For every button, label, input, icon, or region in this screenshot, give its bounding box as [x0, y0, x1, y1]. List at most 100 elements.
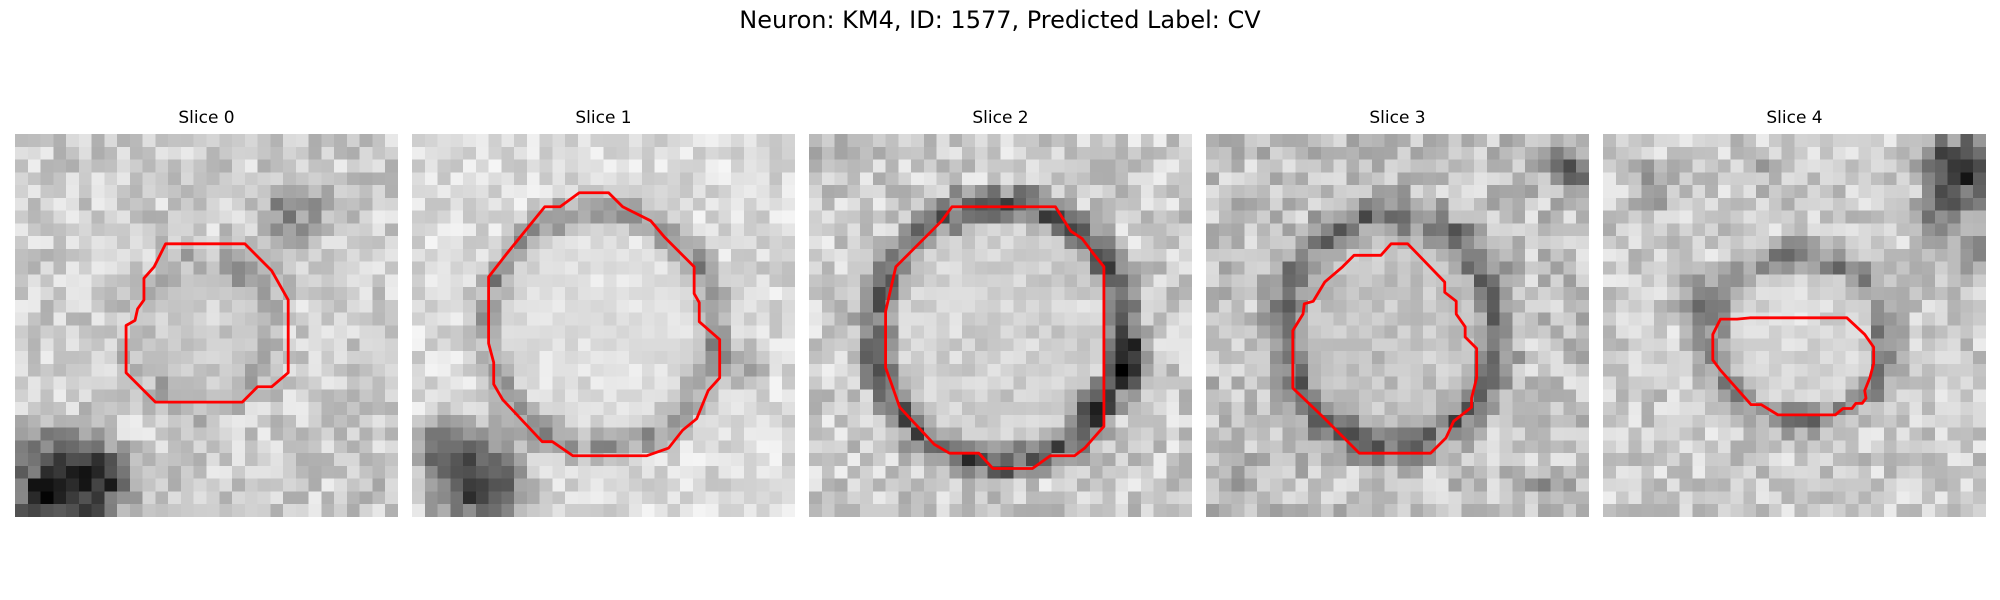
- pixel: [1308, 351, 1321, 364]
- pixel: [1731, 172, 1744, 185]
- pixel: [1013, 211, 1026, 224]
- pixel: [1001, 274, 1014, 287]
- pixel: [1372, 338, 1385, 351]
- pixel: [1935, 428, 1948, 441]
- pixel: [769, 466, 782, 479]
- pixel: [450, 351, 463, 364]
- pixel: [66, 389, 79, 402]
- pixel: [1973, 287, 1986, 300]
- pixel: [1629, 185, 1642, 198]
- pixel: [731, 185, 744, 198]
- pixel: [1346, 223, 1359, 236]
- pixel: [1423, 134, 1436, 147]
- pixel: [847, 440, 860, 453]
- pixel: [1077, 274, 1090, 287]
- pixel: [1680, 326, 1693, 339]
- pixel: [283, 491, 296, 504]
- pixel: [130, 453, 143, 466]
- pixel: [642, 377, 655, 390]
- pixel: [412, 440, 425, 453]
- pixel: [937, 147, 950, 160]
- pixel: [1731, 262, 1744, 275]
- pixel: [117, 377, 130, 390]
- pixel: [207, 440, 220, 453]
- pixel: [117, 249, 130, 262]
- pixel: [1922, 377, 1935, 390]
- pixel: [143, 236, 156, 249]
- pixel: [911, 236, 924, 249]
- pixel: [975, 211, 988, 224]
- pixel: [1718, 491, 1731, 504]
- pixel: [1512, 223, 1525, 236]
- pixel: [207, 479, 220, 492]
- pixel: [501, 377, 514, 390]
- pixel: [1346, 326, 1359, 339]
- pixel: [41, 491, 54, 504]
- pixel: [667, 351, 680, 364]
- pixel: [540, 160, 553, 173]
- pixel: [1487, 453, 1500, 466]
- pixel: [642, 415, 655, 428]
- pixel: [1782, 172, 1795, 185]
- pixel: [1512, 504, 1525, 517]
- pixel: [1232, 377, 1245, 390]
- pixel: [949, 466, 962, 479]
- pixel: [1871, 198, 1884, 211]
- pixel: [296, 453, 309, 466]
- pixel: [219, 160, 232, 173]
- pixel: [1782, 415, 1795, 428]
- pixel: [591, 402, 604, 415]
- pixel: [219, 198, 232, 211]
- pixel: [1474, 262, 1487, 275]
- pixel: [949, 313, 962, 326]
- pixel: [1769, 351, 1782, 364]
- pixel: [1743, 172, 1756, 185]
- pixel: [219, 440, 232, 453]
- pixel: [514, 185, 527, 198]
- pixel: [1960, 262, 1973, 275]
- pixel: [1166, 466, 1179, 479]
- pixel: [860, 389, 873, 402]
- pixel: [1718, 262, 1731, 275]
- pixel: [438, 274, 451, 287]
- pixel: [1128, 440, 1141, 453]
- pixel: [372, 428, 385, 441]
- pixel: [1897, 479, 1910, 492]
- pixel: [591, 287, 604, 300]
- pixel: [232, 147, 245, 160]
- pixel: [693, 198, 706, 211]
- pixel: [629, 491, 642, 504]
- pixel: [1820, 198, 1833, 211]
- pixel: [552, 415, 565, 428]
- pixel: [744, 402, 757, 415]
- pixel: [1680, 402, 1693, 415]
- pixel: [604, 300, 617, 313]
- pixel: [334, 377, 347, 390]
- pixel: [53, 223, 66, 236]
- pixel: [1449, 274, 1462, 287]
- pixel: [718, 236, 731, 249]
- pixel: [1820, 428, 1833, 441]
- pixel: [962, 300, 975, 313]
- pixel: [1846, 440, 1859, 453]
- pixel: [321, 211, 334, 224]
- pixel: [1295, 198, 1308, 211]
- pixel: [1603, 338, 1616, 351]
- pixel: [66, 249, 79, 262]
- pixel: [1295, 491, 1308, 504]
- pixel: [425, 300, 438, 313]
- pixel: [782, 479, 795, 492]
- pixel: [667, 326, 680, 339]
- pixel: [1884, 172, 1897, 185]
- pixel: [1833, 223, 1846, 236]
- pixel: [1641, 249, 1654, 262]
- pixel: [1616, 198, 1629, 211]
- pixel: [757, 504, 770, 517]
- pixel: [604, 147, 617, 160]
- pixel: [41, 364, 54, 377]
- pixel: [873, 402, 886, 415]
- pixel: [1833, 466, 1846, 479]
- pixel: [1052, 389, 1065, 402]
- pixel: [655, 389, 668, 402]
- pixel: [757, 351, 770, 364]
